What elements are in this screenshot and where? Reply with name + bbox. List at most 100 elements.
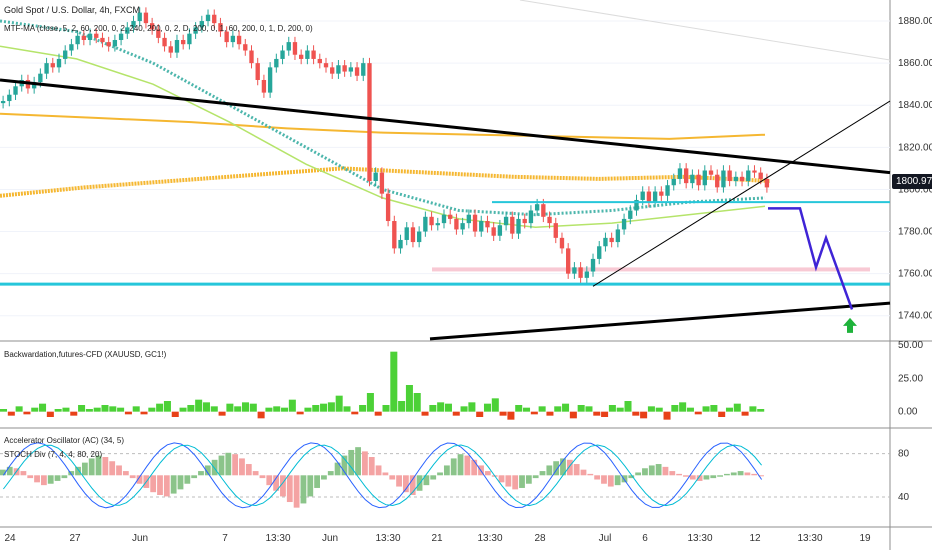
backwardation-bar bbox=[499, 411, 507, 416]
oscillator-bar bbox=[471, 459, 478, 476]
time-tick-label: 12 bbox=[749, 533, 761, 544]
oscillator-bar bbox=[0, 469, 6, 476]
backwardation-bar bbox=[733, 403, 741, 412]
backwardation-bar bbox=[601, 411, 609, 417]
candle-body bbox=[665, 185, 670, 196]
candle-body bbox=[56, 58, 62, 68]
oscillator-bar bbox=[218, 455, 225, 476]
oscillator-axis[interactable]: 80 40 bbox=[898, 449, 910, 503]
candle-body bbox=[764, 178, 770, 188]
price-tick-label: 1740.00 bbox=[898, 311, 932, 322]
backwardation-bar bbox=[85, 409, 93, 412]
oscillator-bar bbox=[751, 473, 758, 476]
price-tick-label: 1760.00 bbox=[898, 269, 932, 280]
candle-body bbox=[460, 223, 465, 230]
backwardation-bar bbox=[725, 407, 733, 412]
backwardation-bar bbox=[218, 411, 226, 416]
candle-body bbox=[646, 191, 652, 203]
candle-body bbox=[615, 229, 621, 243]
candle-body bbox=[236, 35, 242, 45]
backwardation-bar bbox=[124, 411, 132, 415]
oscillator-bar bbox=[683, 475, 689, 477]
oscillator-bar bbox=[198, 471, 204, 476]
oscillator-bar bbox=[20, 471, 27, 476]
backwardation-bar bbox=[468, 402, 476, 412]
backwardation-bar bbox=[78, 405, 86, 412]
backwardation-bar bbox=[757, 409, 765, 412]
backwardation-bar bbox=[444, 403, 452, 412]
backwardation-pane bbox=[0, 351, 765, 420]
candle-body bbox=[137, 12, 142, 22]
candle-body bbox=[199, 21, 204, 28]
oscillator-bar bbox=[95, 455, 102, 476]
candle-body bbox=[205, 14, 211, 22]
oscillator-bar bbox=[560, 458, 566, 476]
backwardation-bar bbox=[335, 395, 343, 412]
candle-body bbox=[348, 67, 354, 72]
candle-body bbox=[361, 63, 366, 76]
candle-body bbox=[81, 35, 87, 40]
candle-body bbox=[75, 35, 80, 45]
oscillator-bar bbox=[519, 475, 525, 488]
candle-body bbox=[292, 42, 298, 55]
oscillator-bar bbox=[314, 475, 321, 488]
backwardation-bar bbox=[616, 407, 624, 412]
oscillator-bar bbox=[362, 451, 368, 476]
time-tick-label: 13:30 bbox=[687, 533, 712, 544]
candle-body bbox=[125, 27, 130, 34]
backwardation-bar bbox=[507, 411, 515, 420]
ascending-trendline bbox=[429, 301, 891, 341]
oscillator-bar bbox=[157, 475, 163, 495]
candle-body bbox=[249, 50, 254, 64]
oscillator-bar bbox=[40, 475, 47, 486]
candle-body bbox=[367, 63, 372, 182]
candle-body bbox=[553, 223, 558, 238]
candle-body bbox=[423, 216, 428, 232]
backwardation-bar bbox=[39, 403, 47, 412]
candle-body bbox=[702, 170, 707, 186]
candle-body bbox=[404, 227, 409, 240]
oscillator-bar bbox=[239, 458, 245, 476]
backwardation-bar bbox=[530, 411, 538, 415]
oscillator-bar bbox=[252, 471, 259, 476]
candle-body bbox=[336, 65, 341, 74]
oscillator-bar bbox=[211, 459, 218, 476]
candle-body bbox=[243, 44, 248, 51]
backwardation-bar bbox=[46, 411, 54, 417]
backwardation-bar bbox=[694, 411, 702, 415]
backwardation-bar bbox=[148, 407, 156, 412]
candle-body bbox=[385, 193, 391, 222]
backwardation-bar bbox=[210, 406, 218, 412]
backwardation-bar bbox=[452, 411, 460, 416]
candle-body bbox=[330, 67, 335, 74]
last-price-badge: 1800.97 bbox=[892, 174, 932, 189]
oscillator-bar bbox=[191, 475, 198, 479]
backwardation-bar bbox=[405, 385, 413, 412]
oscillator-bar bbox=[539, 471, 546, 476]
price-axis[interactable]: 1880.00 1860.00 1840.00 1820.00 1800.00 1780.… bbox=[898, 16, 932, 322]
oscillator-bar bbox=[703, 475, 710, 480]
candle-body bbox=[429, 216, 434, 226]
oscillator-bar bbox=[68, 471, 75, 476]
candle-body bbox=[634, 199, 639, 211]
time-tick-label: 13:30 bbox=[797, 533, 822, 544]
oscillator-bar bbox=[293, 475, 300, 508]
candle-body bbox=[156, 29, 161, 38]
oscillator-bar bbox=[648, 465, 655, 476]
backwardation-tick-label: 50.00 bbox=[898, 340, 923, 351]
backwardation-bar bbox=[679, 402, 687, 412]
backwardation-bar bbox=[429, 405, 437, 412]
time-tick-label: Jun bbox=[322, 533, 338, 544]
backwardation-axis[interactable]: 50.00 25.00 0.00 bbox=[898, 340, 923, 418]
candle-body bbox=[112, 39, 118, 47]
backwardation-bar bbox=[554, 406, 562, 412]
time-axis[interactable]: 24 27 Jun 7 13:30 Jun 13:30 21 13:30 28 Jul 6 13:30 1… bbox=[4, 533, 871, 544]
candle-body bbox=[317, 58, 322, 64]
oscillator-bar bbox=[717, 475, 723, 477]
oscillator-bar bbox=[327, 471, 334, 476]
backwardation-bar bbox=[163, 401, 171, 412]
backwardation-bar bbox=[7, 411, 15, 416]
backwardation-bar bbox=[109, 406, 117, 412]
backwardation-bar bbox=[538, 406, 546, 412]
candle-body bbox=[448, 214, 453, 219]
